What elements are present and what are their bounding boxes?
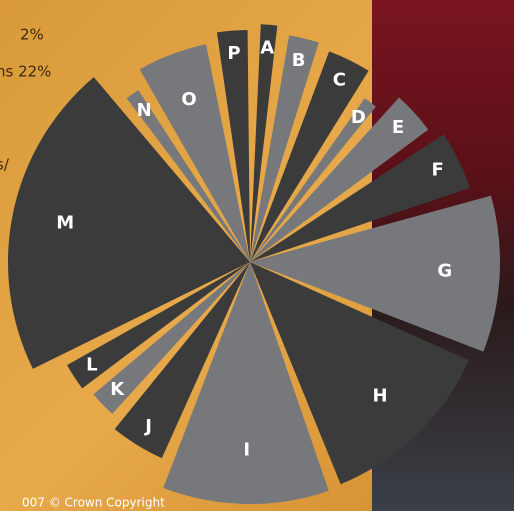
side-text: ns 22%	[0, 63, 51, 81]
pie-slice	[93, 262, 250, 414]
pie: AB CD E F G H I JKL M N O P	[8, 24, 500, 504]
pie-slice	[163, 262, 329, 504]
slice-label: A	[260, 37, 274, 58]
side-text: 2%	[20, 26, 44, 44]
slice-label: I	[243, 440, 250, 461]
slice-label: F	[432, 159, 444, 180]
slice-label: K	[110, 379, 125, 400]
pie-slice	[250, 262, 469, 485]
side-text: s/	[0, 156, 10, 174]
slice-label: H	[373, 386, 388, 407]
copyright: 007 © Crown Copyright	[22, 496, 165, 510]
pie-slice	[126, 90, 250, 262]
pie-slice	[250, 35, 319, 262]
pie-slice	[250, 97, 429, 262]
pie-slice	[67, 262, 250, 389]
pie-slice	[139, 44, 250, 263]
pie-slice	[250, 24, 278, 262]
slice-label: E	[392, 117, 404, 138]
slice-label: P	[227, 43, 240, 64]
slice-label: O	[181, 89, 196, 110]
pie-slice	[250, 195, 500, 352]
pie-slice	[114, 262, 251, 459]
slice-label: L	[86, 354, 97, 375]
pie-slice	[8, 77, 251, 369]
slice-label: G	[437, 261, 452, 282]
pie-slice	[250, 98, 376, 263]
slice-label: C	[333, 69, 346, 90]
slice-label: B	[292, 50, 306, 71]
slice-label: J	[143, 416, 152, 437]
slice-label: N	[137, 100, 152, 121]
pie-slice	[250, 134, 470, 262]
pie-slice	[250, 51, 369, 263]
slice-label: D	[351, 107, 366, 128]
pie-slice	[216, 30, 250, 262]
slice-label: M	[56, 212, 74, 233]
